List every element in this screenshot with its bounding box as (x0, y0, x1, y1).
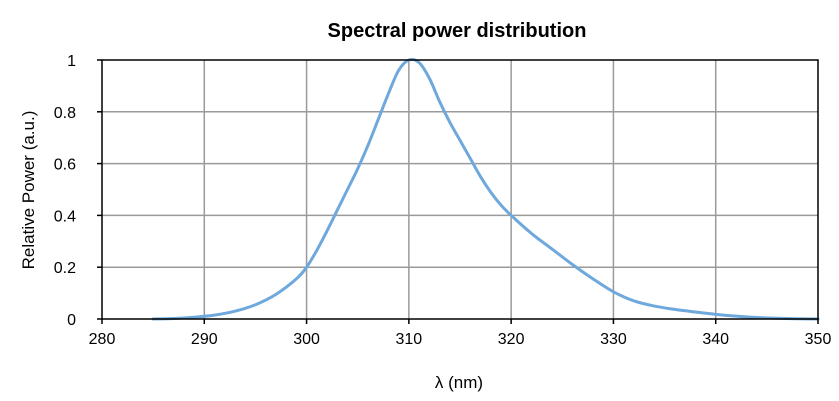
y-tick-label: 0.2 (54, 260, 76, 277)
x-tick-label: 280 (89, 331, 116, 348)
y-tick-label: 0 (67, 312, 76, 329)
x-tick-label: 350 (805, 331, 832, 348)
series-layer (151, 57, 820, 321)
grid-lines (102, 60, 818, 319)
y-tick-label: 0.4 (54, 208, 76, 225)
x-tick-label: 290 (191, 331, 218, 348)
x-tick-label: 340 (702, 331, 729, 348)
y-tick-label: 1 (67, 53, 76, 70)
y-tick-label: 0.8 (54, 105, 76, 122)
chart-title: Spectral power distribution (328, 20, 587, 42)
x-axis-label: λ (nm) (435, 373, 483, 392)
x-tick-label: 330 (600, 331, 627, 348)
x-tick-label: 300 (293, 331, 320, 348)
x-tick-label: 310 (396, 331, 423, 348)
x-axis-ticks: 280 290 300 310 320 330 340 350 (89, 319, 832, 348)
y-axis-label: Relative Power (a.u.) (19, 111, 38, 270)
x-tick-label: 320 (498, 331, 525, 348)
y-axis-ticks: 0 0.2 0.4 0.6 0.8 1 (54, 53, 102, 329)
y-tick-label: 0.6 (54, 157, 76, 174)
plot-area-frame (101, 59, 819, 320)
series-line-0 (151, 57, 820, 321)
